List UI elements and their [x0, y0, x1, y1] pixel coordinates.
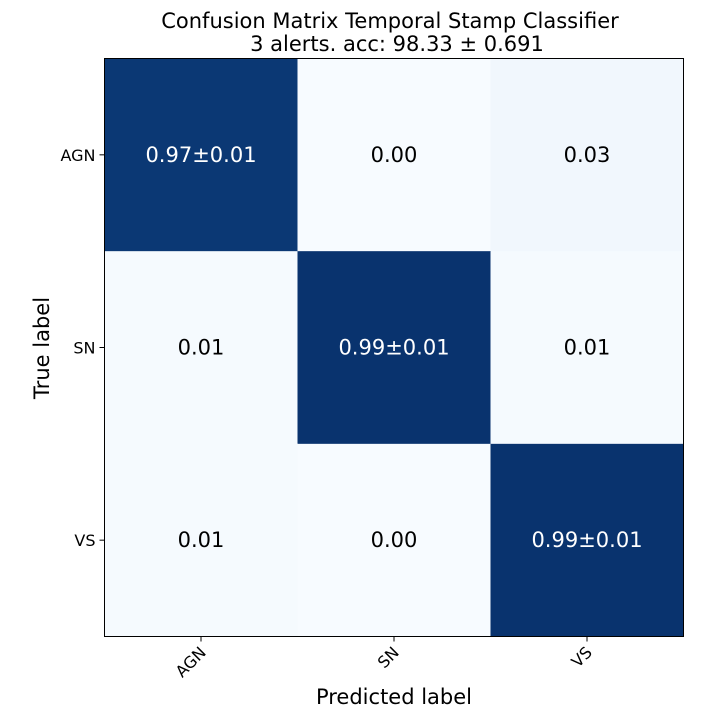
- y-axis-label: True label: [30, 297, 54, 400]
- cell-label-SN-SN: 0.99±0.01: [338, 336, 449, 360]
- cell-label-VS-VS: 0.99±0.01: [531, 528, 642, 552]
- x-tick-label-VS: VS: [567, 643, 595, 671]
- x-axis-label: Predicted label: [316, 685, 472, 709]
- heatmap-cell-SN-VS: [490, 251, 684, 445]
- cell-label-AGN-SN: 0.00: [371, 143, 418, 167]
- cell-label-VS-SN: 0.00: [371, 528, 418, 552]
- y-tick-label-AGN: AGN: [60, 146, 95, 165]
- cell-label-SN-AGN: 0.01: [178, 336, 225, 360]
- y-axis-ticks: AGN SN VS: [60, 146, 105, 550]
- heatmap-cell-AGN-AGN: [104, 58, 298, 252]
- cell-label-AGN-AGN: 0.97±0.01: [145, 143, 256, 167]
- y-tick-label-VS: VS: [74, 531, 95, 550]
- heatmap-cell-SN-AGN: [104, 251, 298, 445]
- heatmap-cell-AGN-SN: [297, 58, 491, 252]
- cell-label-SN-VS: 0.01: [564, 336, 611, 360]
- heatmap-cell-labels: 0.97±0.01 0.00 0.03 0.01 0.99±0.01 0.01 0.01 0.…: [145, 143, 642, 552]
- cell-label-AGN-VS: 0.03: [564, 143, 611, 167]
- heatmap-cell-VS-VS: [490, 443, 684, 637]
- heatmap-cells: [104, 58, 684, 637]
- x-tick-label-AGN: AGN: [172, 643, 210, 681]
- chart-title: Confusion Matrix Temporal Stamp Classifi…: [161, 9, 619, 33]
- chart-subtitle: 3 alerts. acc: 98.33 ± 0.691: [250, 32, 544, 56]
- heatmap-cell-VS-SN: [297, 443, 491, 637]
- x-tick-label-SN: SN: [374, 643, 403, 672]
- heatmap-cell-SN-SN: [297, 251, 491, 445]
- cell-label-VS-AGN: 0.01: [178, 528, 225, 552]
- y-tick-label-SN: SN: [73, 339, 95, 358]
- x-axis-ticks: AGN SN VS: [172, 636, 596, 681]
- heatmap-cell-AGN-VS: [490, 58, 684, 252]
- heatmap-cell-VS-AGN: [104, 443, 298, 637]
